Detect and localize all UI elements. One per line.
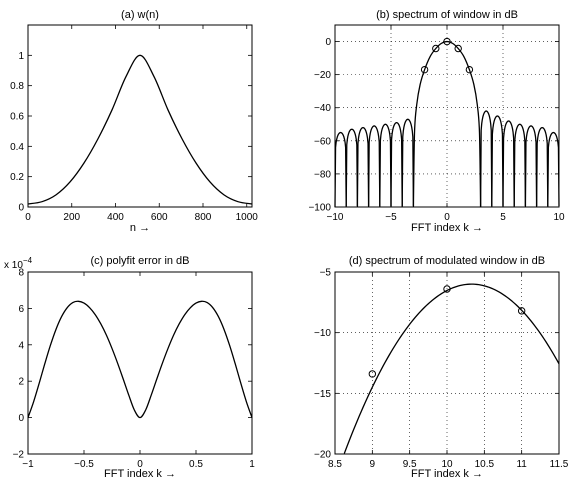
panel-a-ticks: 0 200 400 600 800 1000 0 0.2 0.4 0.6 0.8 1 — [10, 25, 258, 223]
panel-b-sidelobe — [524, 125, 538, 208]
panel-b-marker — [432, 44, 440, 53]
panel-a-xtick-label: 200 — [63, 212, 80, 223]
panel-d-marker — [517, 307, 526, 315]
panel-b-marker — [465, 65, 474, 74]
panel-b-ytick-label: −60 — [314, 136, 331, 147]
panel-a-xtick-label: 600 — [151, 212, 168, 223]
panel-c-multiplier-exponent: −4 — [23, 256, 33, 265]
panel-c-ytick-label: −2 — [13, 450, 25, 461]
panel-b-xtick-label: −5 — [385, 212, 397, 223]
panel-c-xlabel: FFT index k → — [104, 468, 176, 480]
panel-b-marker — [420, 65, 429, 74]
panel-c-title: (c) polyfit error in dB — [90, 255, 189, 267]
panel-c-multiplier-base: x 10 — [4, 260, 23, 271]
panel-a-curve — [27, 54, 253, 205]
panel-c-ytick-label: 4 — [18, 340, 24, 351]
panel-a-ytick-label: 1 — [18, 51, 24, 62]
panel-d-marker — [368, 370, 377, 378]
panel-a-ytick-label: 0.2 — [10, 172, 24, 183]
panel-c-series — [27, 300, 253, 419]
panel-d-ytick-label: −20 — [314, 450, 331, 461]
panel-d-grid — [335, 272, 559, 454]
panel-c-curve — [27, 300, 253, 419]
panel-b-xtick-label: 5 — [500, 212, 506, 223]
panel-d-title: (d) spectrum of modulated window in dB — [349, 255, 545, 267]
panel-b-sidelobe — [356, 126, 370, 208]
panel-a-xtick-label: 800 — [195, 212, 212, 223]
panel-d-xtick-label: 9.5 — [403, 459, 417, 470]
panel-b-ytick-label: −20 — [314, 70, 331, 81]
panel-b-sidelobe — [390, 121, 403, 208]
panel-d: (d) spectrum of modulated window in dB 8… — [314, 255, 569, 480]
panel-b-sidelobe — [334, 131, 347, 208]
panel-b-sidelobe — [502, 120, 515, 208]
panel-a-ytick-label: 0.6 — [10, 112, 24, 123]
panel-b-ytick-label: −80 — [314, 169, 331, 180]
panel-b-sidelobe — [479, 110, 493, 208]
panel-b-sidelobe — [379, 123, 392, 208]
panel-b-sidelobe — [547, 131, 560, 208]
panel-d-xtick-label: 9 — [370, 459, 376, 470]
panel-c-xtick-label: 0 — [137, 459, 143, 470]
panel-c-multiplier: x 10−4 — [4, 256, 33, 271]
panel-c-xtick-label: 0.5 — [189, 459, 203, 470]
panel-a: (a) w(n) 0 200 400 600 800 1000 0 0.2 0.4 0.6 0.8 1… — [10, 9, 258, 234]
panel-d-frame — [334, 271, 560, 455]
panel-b-sidelobe — [345, 128, 359, 208]
panel-b-frame — [334, 24, 560, 208]
panel-d-xtick-label: 10.5 — [475, 459, 495, 470]
panel-d-xlabel: FFT index k → — [411, 468, 483, 480]
panel-a-ytick-label: 0.4 — [10, 142, 24, 153]
panel-b-ytick-label: −40 — [314, 103, 331, 114]
panel-c-ytick-label: 8 — [18, 268, 24, 279]
panel-a-frame — [27, 24, 253, 208]
panel-d-xtick-label: 10 — [441, 459, 453, 470]
panel-a-ytick-label: 0 — [18, 203, 24, 214]
panel-b-sidelobe — [535, 126, 549, 208]
panel-a-series — [27, 54, 253, 205]
panel-c-xtick-label: −1 — [22, 459, 34, 470]
panel-d-xtick-label: 8.5 — [328, 459, 342, 470]
panel-d-marker — [443, 285, 451, 293]
panel-d-xtick-label: 11.5 — [550, 459, 569, 470]
panel-c-xtick-label: 1 — [249, 459, 255, 470]
panel-b-marker — [454, 44, 462, 53]
panel-d-ytick-label: −5 — [320, 268, 332, 279]
panel-b-series — [334, 37, 560, 208]
panel-b-xtick-label: 10 — [553, 212, 565, 223]
panel-b-sidelobe — [401, 118, 415, 208]
panel-c-ytick-label: 6 — [18, 304, 24, 315]
panel-b-sidelobe — [491, 115, 504, 208]
panel-d-ytick-label: −10 — [314, 328, 331, 339]
panel-b-marker — [443, 37, 451, 46]
panel-a-xtick-label: 400 — [107, 212, 124, 223]
panel-b-xtick-label: 0 — [444, 212, 450, 223]
panel-b-xtick-label: −10 — [327, 212, 344, 223]
panel-b-ytick-label: −100 — [308, 203, 331, 214]
panel-c-xtick-label: −0.5 — [74, 459, 94, 470]
panel-b-ytick-label: 0 — [325, 37, 331, 48]
panel-d-ytick-label: −15 — [314, 389, 331, 400]
panel-a-xtick-label: 0 — [25, 212, 31, 223]
panel-d-curve — [343, 283, 560, 454]
panel-b-mainlobe — [412, 40, 482, 208]
panel-a-ytick-label: 0.8 — [10, 81, 24, 92]
panel-c-ytick-label: 0 — [18, 413, 24, 424]
panel-a-title: (a) w(n) — [121, 9, 159, 21]
panel-a-xlabel: n → — [130, 222, 150, 234]
panel-b-xlabel: FFT index k → — [411, 222, 483, 234]
panel-d-series — [343, 283, 560, 454]
panel-b-sidelobe — [513, 123, 527, 208]
panel-a-xtick-label: 1000 — [236, 212, 259, 223]
panel-c-frame — [27, 271, 253, 455]
panel-b-sidelobe — [367, 125, 381, 208]
panel-b-title: (b) spectrum of window in dB — [376, 9, 518, 21]
panel-b: (b) spectrum of window in dB −10 −5 0 5 10 −1… — [308, 9, 565, 234]
panel-c: (c) polyfit error in dB x 10−4 −1 −0.5 0 0.… — [4, 255, 255, 480]
panel-c-ytick-label: 2 — [18, 377, 24, 388]
panel-d-xtick-label: 11 — [516, 459, 527, 470]
